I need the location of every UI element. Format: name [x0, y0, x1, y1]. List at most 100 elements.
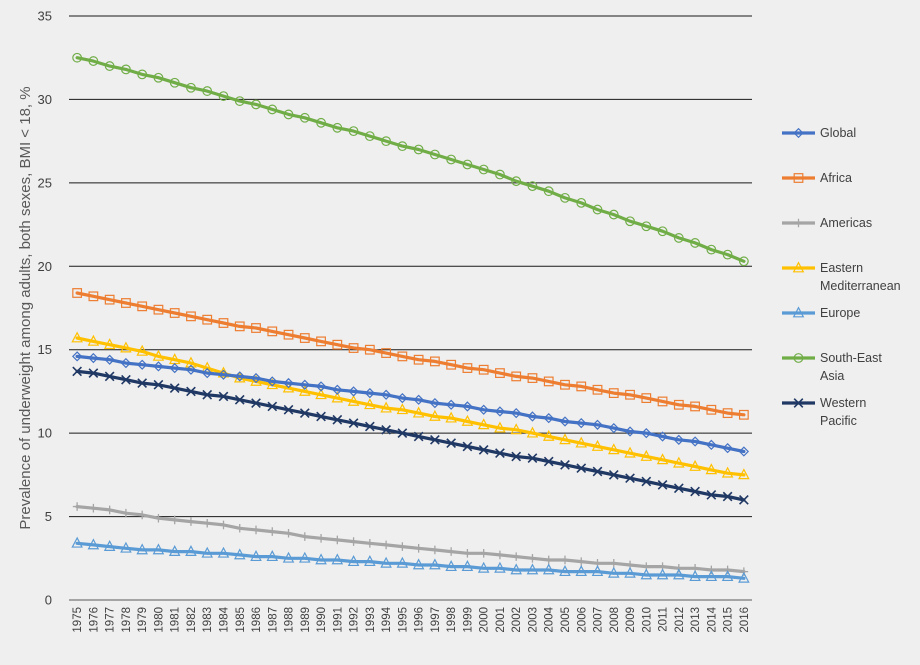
data-point: [608, 422, 619, 434]
data-point: [542, 563, 555, 575]
data-point: [332, 122, 343, 133]
data-point: [201, 546, 214, 558]
data-point: [250, 550, 262, 562]
data-point: [478, 444, 489, 455]
data-point: [624, 426, 636, 437]
data-point: [511, 552, 521, 561]
data-point: [706, 490, 717, 500]
legend-marker: [792, 306, 805, 318]
data-point: [267, 104, 278, 115]
data-point: [608, 469, 619, 480]
data-point: [397, 392, 408, 404]
y-tick-label: 30: [38, 92, 52, 107]
data-point: [267, 401, 278, 412]
data-point: [185, 356, 197, 368]
data-point: [738, 446, 750, 457]
x-tick-label: 2003: [527, 607, 539, 633]
y-tick-label: 25: [38, 175, 52, 190]
legend-item-south-east-asia: South-East Asia: [782, 351, 882, 383]
data-point: [477, 561, 490, 573]
data-point: [380, 389, 392, 400]
data-point: [186, 82, 196, 93]
data-point: [299, 408, 310, 418]
data-point: [429, 356, 440, 367]
data-point: [349, 537, 358, 546]
legend-marker: [793, 173, 804, 183]
data-point: [88, 56, 99, 66]
data-point: [625, 389, 635, 400]
data-point: [88, 368, 99, 378]
data-point: [576, 463, 587, 474]
y-tick-label: 5: [45, 509, 52, 524]
data-point: [299, 333, 310, 343]
x-tick-label: 1993: [365, 607, 377, 633]
data-point: [364, 344, 375, 355]
x-tick-label: 2011: [658, 607, 670, 632]
data-point: [300, 532, 310, 541]
data-point: [234, 96, 245, 106]
data-point: [186, 517, 196, 526]
data-point: [153, 379, 164, 390]
x-tick-label: 1988: [284, 607, 296, 633]
data-point: [707, 565, 716, 575]
data-point: [722, 491, 733, 502]
series-line-africa: [75, 291, 746, 417]
data-point: [381, 540, 391, 550]
data-point: [495, 448, 505, 459]
x-tick-label: 2010: [641, 607, 653, 633]
data-point: [494, 421, 506, 433]
legend-item-western-pacific: Western Pacific: [782, 396, 866, 428]
data-point: [154, 513, 163, 523]
x-axis-ticks: 1975 1976 1977 1978 1979 1980 1981 1982 1983 1984…: [72, 606, 751, 632]
data-point: [560, 555, 570, 565]
data-point: [104, 61, 115, 71]
data-point: [202, 86, 213, 96]
series-americas: [72, 502, 749, 576]
data-point: [299, 384, 311, 396]
data-point: [656, 453, 669, 465]
x-tick-label: 1986: [251, 607, 263, 633]
data-point: [72, 366, 82, 377]
x-tick-label: 1979: [137, 607, 149, 633]
data-point: [364, 421, 375, 432]
x-tick-label: 1999: [462, 607, 474, 633]
data-point: [559, 433, 571, 445]
data-point: [575, 565, 588, 577]
data-point: [413, 354, 424, 365]
data-point: [560, 379, 570, 390]
data-point: [104, 294, 115, 305]
data-point: [396, 403, 409, 415]
data-point: [477, 418, 490, 430]
data-point: [72, 52, 83, 63]
data-point: [706, 439, 717, 450]
x-tick-label: 1995: [397, 607, 409, 633]
data-point: [429, 409, 441, 421]
data-point: [559, 565, 571, 577]
data-point: [609, 558, 619, 568]
data-point: [559, 416, 571, 427]
data-point: [282, 551, 295, 563]
data-point: [722, 408, 733, 419]
data-point: [266, 550, 279, 562]
data-point: [576, 417, 587, 429]
data-point: [88, 352, 99, 364]
legend-marker: [792, 261, 805, 273]
data-point: [202, 389, 213, 400]
data-point: [120, 541, 132, 553]
data-point: [103, 338, 116, 350]
data-point: [494, 561, 506, 573]
data-point: [576, 381, 587, 392]
data-point: [689, 436, 701, 447]
data-point: [219, 520, 228, 530]
data-point: [121, 298, 131, 308]
data-point: [625, 473, 635, 484]
data-point: [202, 314, 213, 325]
data-point: [446, 154, 457, 165]
data-point: [169, 308, 180, 318]
data-point: [251, 323, 261, 333]
series-line-western-pacific: [75, 369, 746, 502]
x-tick-label: 1990: [316, 607, 328, 633]
data-point: [413, 431, 424, 442]
data-point: [233, 548, 246, 560]
series-western-pacific: [72, 366, 749, 505]
